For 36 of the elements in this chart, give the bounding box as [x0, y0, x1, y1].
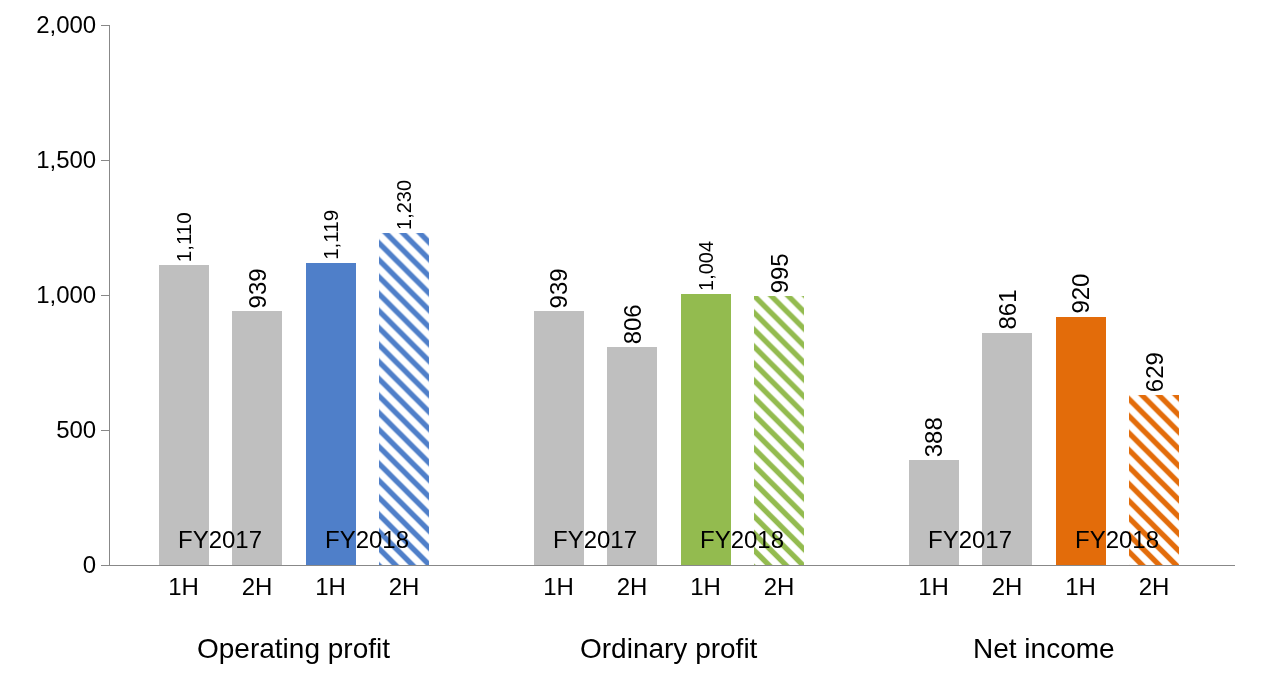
- data-label: 939: [243, 268, 271, 309]
- data-label: 629: [1140, 352, 1168, 393]
- text: Ordinary profit: [580, 633, 758, 664]
- data-label: 1,004: [694, 240, 717, 291]
- y-tick-label: 1,500: [36, 146, 97, 174]
- y-tick-label: 1,000: [36, 281, 97, 309]
- annotation: FY2017: [928, 526, 1013, 553]
- annotation: FY2017: [553, 526, 638, 553]
- x-tick-label: 1H: [918, 572, 949, 600]
- text: Net income: [973, 633, 1115, 664]
- text: Operating profit: [197, 633, 391, 664]
- data-label: 995: [765, 253, 793, 294]
- data-label: 1,230: [393, 179, 416, 230]
- annotation: FY2017: [178, 526, 263, 553]
- y-tick-label: 0: [82, 551, 97, 579]
- x-tick-label: 2H: [241, 572, 273, 600]
- y-tick-label: 2,000: [36, 11, 97, 39]
- x-tick-label: 1H: [690, 572, 721, 600]
- x-tick-label: 2H: [616, 572, 648, 600]
- data-label: 861: [993, 289, 1021, 330]
- x-tick-label: 2H: [763, 572, 795, 600]
- x-tick-label: 1H: [543, 572, 574, 600]
- x-tick-label: 1H: [1065, 572, 1096, 600]
- data-label: 920: [1067, 273, 1095, 314]
- annotation: FY2018: [325, 526, 410, 553]
- x-tick-label: 2H: [388, 572, 420, 600]
- data-label: 1,119: [318, 209, 342, 260]
- x-tick-label: 1H: [315, 572, 346, 600]
- data-label: 806: [618, 304, 646, 345]
- x-tick-label: 2H: [1138, 572, 1170, 600]
- x-tick-label: 2H: [991, 572, 1023, 600]
- y-tick-label: 500: [56, 416, 97, 444]
- data-label: 939: [545, 268, 573, 309]
- data-label: 388: [920, 417, 948, 458]
- data-label: 1,110: [171, 212, 195, 263]
- x-tick-label: 1H: [168, 572, 199, 600]
